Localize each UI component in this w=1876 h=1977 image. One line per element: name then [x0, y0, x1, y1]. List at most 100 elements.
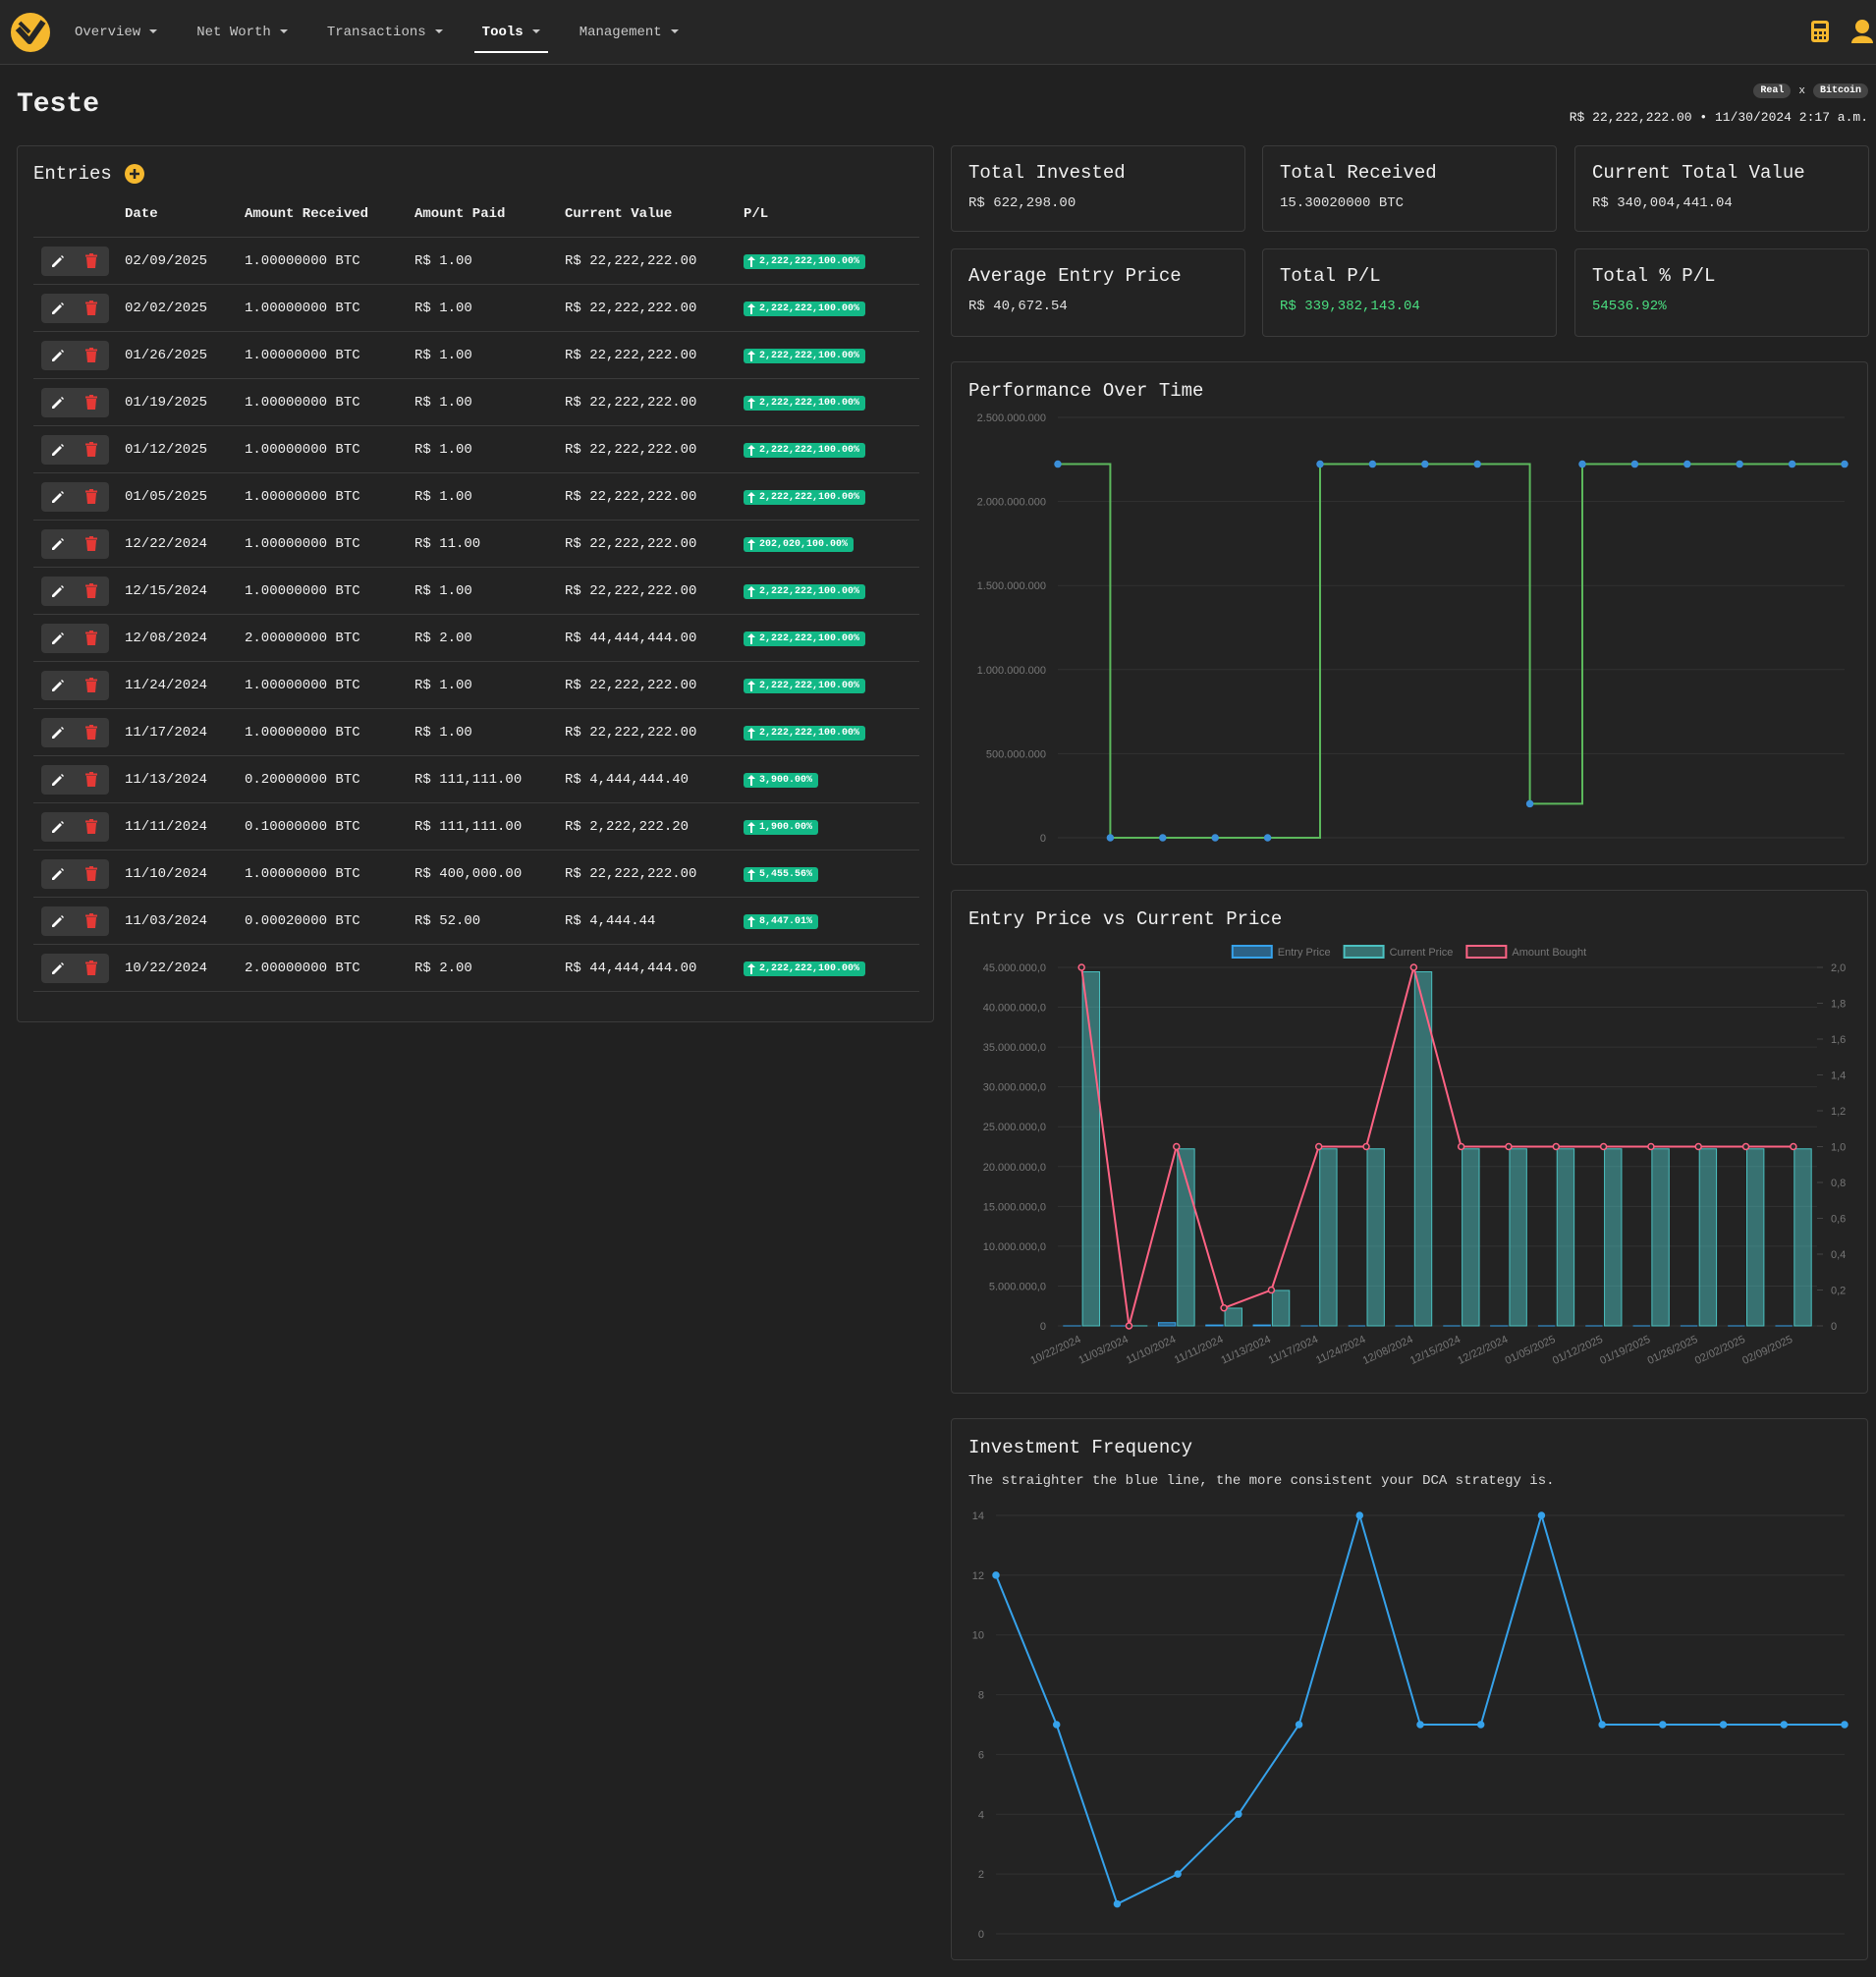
table-cell: 11/24/2024 — [125, 678, 208, 693]
y-tick-label: 12 — [972, 1570, 984, 1582]
table-cell: R$ 400,000.00 — [414, 866, 523, 882]
table-cell: 3,900.00% — [744, 756, 819, 803]
data-point — [1841, 1721, 1848, 1729]
edit-button[interactable] — [48, 723, 68, 742]
stat-card: Total Invested R$ 622,298.00 — [951, 145, 1245, 232]
pl-badge: 2,222,222,100.00% — [744, 301, 866, 316]
edit-button[interactable] — [48, 959, 68, 978]
user-icon[interactable] — [1850, 19, 1874, 44]
edit-button[interactable] — [48, 534, 68, 554]
edit-button[interactable] — [48, 393, 68, 412]
edit-button[interactable] — [48, 581, 68, 601]
stat-value: 15.30020000 BTC — [1280, 195, 1405, 211]
data-point — [1841, 460, 1848, 468]
delete-button[interactable] — [82, 534, 101, 554]
data-point — [1220, 1304, 1228, 1312]
table-cell: 2,222,222,100.00% — [744, 238, 866, 285]
column-header: P/L — [744, 206, 769, 222]
delete-button[interactable] — [82, 299, 101, 318]
table-cell: 1.00000000 BTC — [245, 395, 360, 411]
table-cell: 2,222,222,100.00% — [744, 285, 866, 332]
table-cell: 02/02/2025 — [125, 301, 208, 316]
edit-button[interactable] — [48, 346, 68, 365]
data-point — [1174, 1870, 1182, 1878]
nav-item[interactable]: Overview — [75, 25, 157, 40]
delete-button[interactable] — [82, 393, 101, 412]
data-point — [1780, 1721, 1789, 1729]
table-cell: R$ 22,222,222.00 — [565, 395, 697, 411]
table-cell: 1.00000000 BTC — [245, 866, 360, 882]
table-cell: 2.00000000 BTC — [245, 631, 360, 646]
delete-button[interactable] — [82, 676, 101, 695]
x-tick-label: 02/09/2025 — [1740, 1334, 1794, 1367]
table-row: 02/02/2025 1.00000000 BTC R$ 1.00 R$ 22,222… — [33, 285, 919, 332]
delete-button[interactable] — [82, 723, 101, 742]
row-actions — [41, 906, 109, 936]
data-point — [1741, 1142, 1750, 1151]
delete-button[interactable] — [82, 346, 101, 365]
delete-button[interactable] — [82, 440, 101, 460]
delete-button[interactable] — [82, 487, 101, 507]
table-cell: R$ 22,222,222.00 — [565, 489, 697, 505]
arrow-up-icon — [747, 538, 755, 550]
data-point — [1659, 1721, 1667, 1729]
delete-button[interactable] — [82, 629, 101, 648]
table-cell: 12/08/2024 — [125, 631, 208, 646]
y-tick-label: 10 — [972, 1630, 984, 1642]
add-entry-button[interactable] — [124, 163, 145, 185]
nav-item[interactable]: Tools — [473, 25, 548, 53]
delete-button[interactable] — [82, 959, 101, 978]
bar — [1698, 1148, 1718, 1327]
calculator-icon[interactable] — [1810, 20, 1830, 43]
table-cell: 0.20000000 BTC — [245, 772, 360, 788]
row-actions — [41, 247, 109, 276]
delete-button[interactable] — [82, 770, 101, 790]
table-cell: 11/17/2024 — [125, 725, 208, 741]
arrow-up-icon — [747, 774, 755, 786]
edit-button[interactable] — [48, 299, 68, 318]
arrow-up-icon — [747, 302, 755, 314]
nav-item[interactable]: Net Worth — [196, 25, 288, 40]
table-cell: R$ 111,111.00 — [414, 819, 523, 835]
edit-button[interactable] — [48, 817, 68, 837]
stat-label: Total P/L — [1280, 265, 1381, 287]
stat-card: Total % P/L 54536.92% — [1574, 248, 1869, 337]
bar — [1745, 1148, 1765, 1327]
table-cell: R$ 2,222,222.20 — [565, 819, 690, 835]
edit-button[interactable] — [48, 251, 68, 271]
pl-badge: 2,222,222,100.00% — [744, 489, 866, 505]
table-cell: R$ 44,444,444.00 — [565, 631, 697, 646]
table-row: 11/17/2024 1.00000000 BTC R$ 1.00 R$ 22,222… — [33, 709, 919, 756]
edit-button[interactable] — [48, 864, 68, 884]
pl-badge: 2,222,222,100.00% — [744, 583, 866, 599]
edit-button[interactable] — [48, 440, 68, 460]
pl-badge: 2,222,222,100.00% — [744, 395, 866, 411]
legend-label: Amount Bought — [1512, 947, 1586, 959]
x-tick-label: 11/13/2024 — [1219, 1334, 1272, 1367]
nav-menu: Overview Net Worth Transactions Tools Manage… — [75, 0, 679, 65]
edit-button[interactable] — [48, 487, 68, 507]
edit-button[interactable] — [48, 629, 68, 648]
stat-label: Average Entry Price — [968, 265, 1182, 287]
y2-tick-label: 2,0 — [1831, 962, 1846, 974]
table-row: 11/03/2024 0.00020000 BTC R$ 52.00 R$ 4,444… — [33, 898, 919, 945]
delete-button[interactable] — [82, 911, 101, 931]
delete-button[interactable] — [82, 864, 101, 884]
table-cell: R$ 2.00 — [414, 961, 472, 976]
entries-card: Entries Date Amount Received Amount Paid Cu… — [17, 145, 934, 1022]
legend-label: Current Price — [1390, 947, 1454, 959]
row-actions — [41, 624, 109, 653]
edit-button[interactable] — [48, 676, 68, 695]
y2-tick-label: 1,8 — [1831, 999, 1846, 1011]
arrow-up-icon — [747, 680, 755, 691]
edit-button[interactable] — [48, 911, 68, 931]
logo[interactable] — [10, 12, 51, 53]
table-row: 10/22/2024 2.00000000 BTC R$ 2.00 R$ 44,444… — [33, 945, 919, 992]
table-cell: 1.00000000 BTC — [245, 442, 360, 458]
edit-button[interactable] — [48, 770, 68, 790]
nav-item[interactable]: Management — [579, 25, 679, 40]
delete-button[interactable] — [82, 251, 101, 271]
delete-button[interactable] — [82, 581, 101, 601]
delete-button[interactable] — [82, 817, 101, 837]
nav-item[interactable]: Transactions — [327, 25, 443, 40]
